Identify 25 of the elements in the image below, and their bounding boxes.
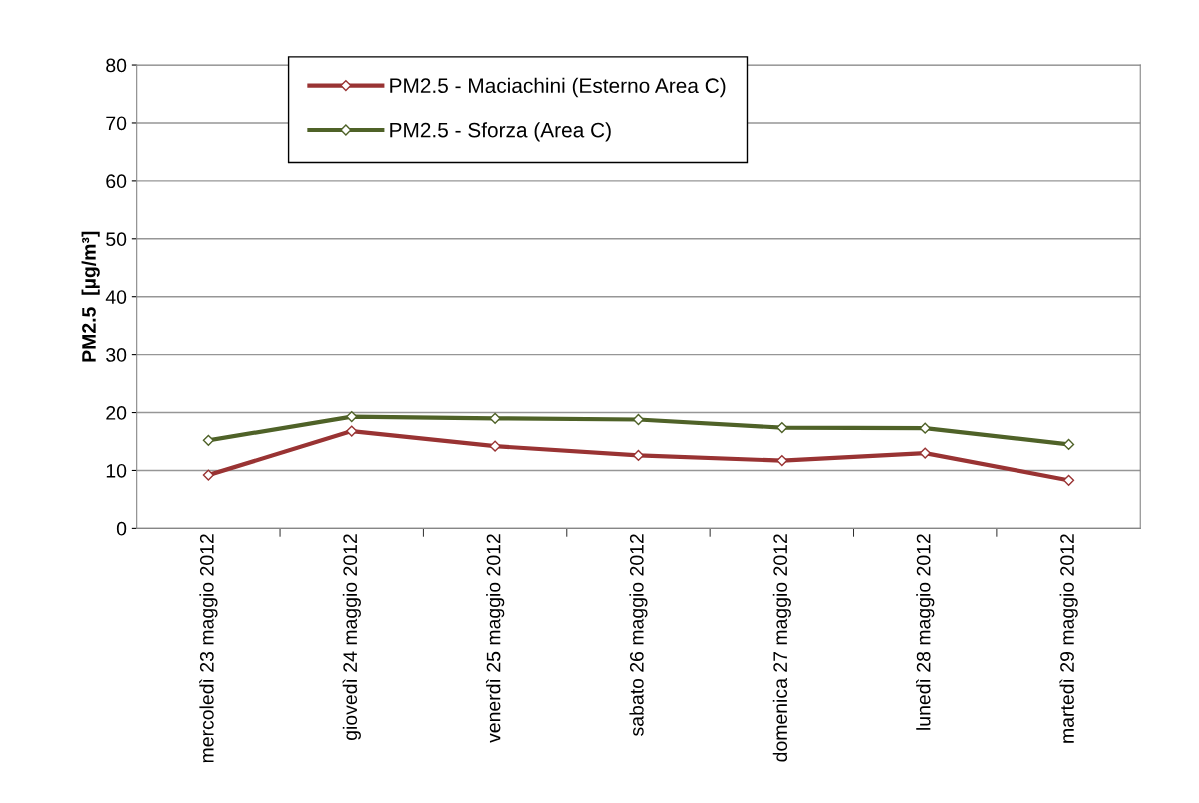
legend-label: PM2.5 - Maciachini (Esterno Area C)	[390, 77, 726, 98]
y-tick-label: 30	[106, 348, 127, 362]
y-tick-label: 70	[106, 116, 127, 131]
x-tick-label: venerdì 25 maggio 2012	[485, 534, 505, 743]
x-tick-label: giovedì 24 maggio 2012	[342, 534, 361, 740]
y-tick-label: 80	[106, 58, 127, 73]
point	[202, 469, 214, 481]
y-tick-label: 60	[106, 174, 127, 189]
y-tick-label: 10	[106, 463, 127, 478]
legend-label: PM2.5 - Sforza (Area C)	[390, 122, 611, 142]
x-tick-label: domenica 27 maggio 2012	[772, 534, 791, 762]
x-tick-label: lunedì 28 maggio 2012	[916, 534, 935, 730]
point	[202, 434, 214, 446]
x-tick-label: martedì 29 maggio 2012	[1059, 534, 1078, 743]
point	[489, 440, 501, 452]
y-tick-label: 20	[106, 406, 127, 420]
y-tick-label: 50	[106, 232, 127, 247]
point	[346, 425, 358, 437]
x-tick-label: sabato 26 maggio 2012	[629, 534, 648, 736]
y-tick-label: 0	[116, 521, 127, 536]
point	[1062, 474, 1075, 486]
point	[919, 447, 931, 459]
y-axis-title: PM2.5 [µg/m³]	[81, 231, 100, 362]
y-tick-label: 40	[105, 290, 127, 304]
x-tick-label: mercoledì 23 maggio 2012	[199, 534, 218, 763]
